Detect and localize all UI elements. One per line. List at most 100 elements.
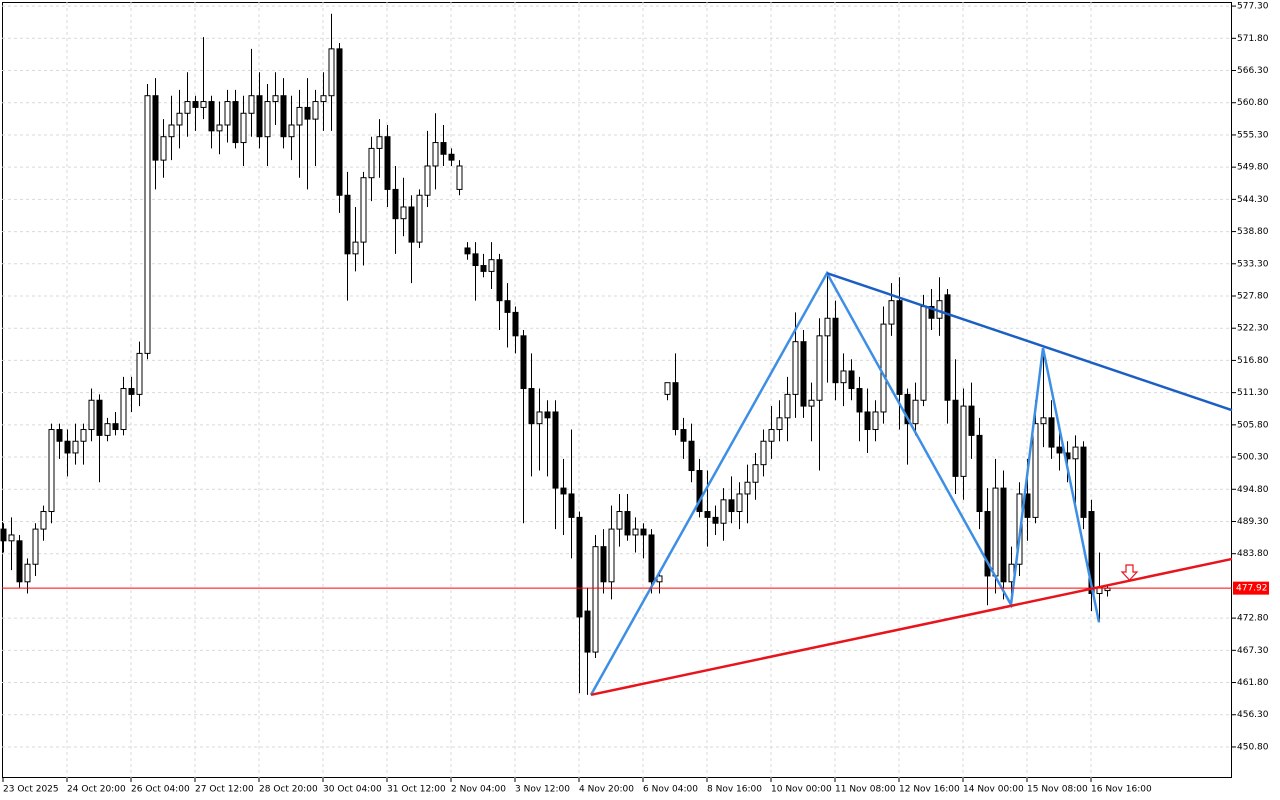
x-tick-label: 24 Oct 20:00 — [67, 785, 126, 795]
candle-body — [0, 528, 7, 542]
candle-body — [80, 429, 87, 442]
candle-body — [376, 136, 383, 149]
candle-body — [152, 95, 159, 161]
candle-body — [120, 388, 127, 431]
candle-body — [384, 136, 391, 190]
candle-body — [552, 411, 559, 489]
y-tick-label: 527.80 — [1237, 292, 1269, 302]
grid — [2, 2, 1232, 778]
x-tick-label: 14 Nov 00:00 — [963, 785, 1024, 795]
candle-body — [368, 147, 375, 179]
x-tick-label: 31 Oct 12:00 — [387, 785, 446, 795]
candle-body — [392, 188, 399, 220]
candle-body — [640, 528, 647, 536]
candle-body — [752, 464, 759, 483]
candle-body — [296, 106, 303, 126]
candle-body — [824, 317, 831, 337]
candle-body — [592, 546, 599, 653]
x-tick-label: 26 Oct 04:00 — [131, 785, 190, 795]
candle-body — [72, 440, 79, 454]
overlay — [2, 270, 1233, 697]
candle-body — [576, 516, 583, 618]
candle-body — [160, 136, 167, 161]
candle-body — [328, 48, 335, 97]
candle-body — [344, 194, 351, 255]
y-tick-label: 538.80 — [1237, 227, 1269, 237]
x-tick-label: 23 Oct 2025 — [3, 785, 59, 795]
y-tick-label: 555.30 — [1237, 130, 1269, 140]
candle-body — [432, 142, 439, 167]
x-tick-label: 11 Nov 08:00 — [835, 785, 896, 795]
y-tick-label: 500.30 — [1237, 453, 1269, 463]
candle-body — [536, 411, 543, 425]
candle-body — [8, 534, 15, 542]
x-tick-label: 12 Nov 16:00 — [899, 785, 960, 795]
candle-body — [216, 124, 223, 132]
candle-body — [24, 563, 31, 583]
candle-body — [488, 259, 495, 272]
candle-body — [832, 317, 839, 384]
candle-body — [808, 399, 815, 407]
y-tick-label: 472.80 — [1237, 614, 1269, 624]
candle-body — [952, 399, 959, 477]
candle-body — [712, 516, 719, 524]
candle-body — [864, 411, 871, 431]
y-tick-label: 566.30 — [1237, 66, 1269, 76]
y-tick-label: 544.30 — [1237, 195, 1269, 205]
candle-body — [64, 440, 71, 454]
price-label: 477.92 — [1236, 584, 1268, 594]
candle-body — [48, 429, 55, 513]
candle-body — [480, 265, 487, 272]
candle-body — [200, 101, 207, 108]
candle-body — [88, 399, 95, 431]
candle-body — [288, 124, 295, 138]
candle-body — [600, 546, 607, 583]
x-tick-label: 28 Oct 20:00 — [259, 785, 318, 795]
y-tick-label: 533.30 — [1237, 259, 1269, 269]
candle-body — [184, 101, 191, 114]
candle-body — [264, 101, 271, 138]
candle-body — [96, 399, 103, 436]
candle-body — [664, 382, 671, 395]
candle-body — [408, 206, 415, 243]
candle-body — [968, 405, 975, 436]
candle-body — [400, 206, 407, 220]
candle-body — [776, 417, 783, 431]
candle-body — [256, 95, 263, 138]
candle-body — [608, 528, 615, 583]
candle-body — [1040, 417, 1047, 425]
candle-body — [1048, 417, 1055, 448]
candle-body — [688, 440, 695, 472]
candle-body — [360, 177, 367, 243]
x-tick-label: 4 Nov 20:00 — [579, 785, 634, 795]
candle-body — [768, 429, 775, 442]
candle-body — [928, 306, 935, 319]
candle-body — [168, 124, 175, 138]
y-tick-label: 571.80 — [1237, 34, 1269, 44]
candle-body — [816, 335, 823, 401]
candle-body — [320, 95, 327, 103]
x-tick-label: 2 Nov 04:00 — [451, 785, 506, 795]
candle-body — [624, 511, 631, 536]
candle-body — [976, 434, 983, 513]
candle-body — [16, 540, 23, 583]
candle-body — [112, 423, 119, 431]
candle-body — [560, 487, 567, 495]
x-tick-label: 8 Nov 16:00 — [707, 785, 762, 795]
candle-body — [280, 95, 287, 138]
y-tick-label: 522.30 — [1237, 324, 1269, 334]
candle-body — [416, 194, 423, 243]
candle-body — [784, 393, 791, 419]
candle-body — [848, 370, 855, 390]
x-tick-label: 3 Nov 12:00 — [515, 785, 570, 795]
trend-line — [826, 271, 1233, 412]
y-tick-label: 456.30 — [1237, 710, 1269, 720]
candle-body — [720, 499, 727, 524]
candle-body — [192, 101, 199, 108]
candle-body — [40, 511, 47, 530]
candle-body — [504, 300, 511, 313]
candle-body — [880, 323, 887, 413]
candle-body — [728, 499, 735, 513]
candle-body — [144, 95, 151, 354]
